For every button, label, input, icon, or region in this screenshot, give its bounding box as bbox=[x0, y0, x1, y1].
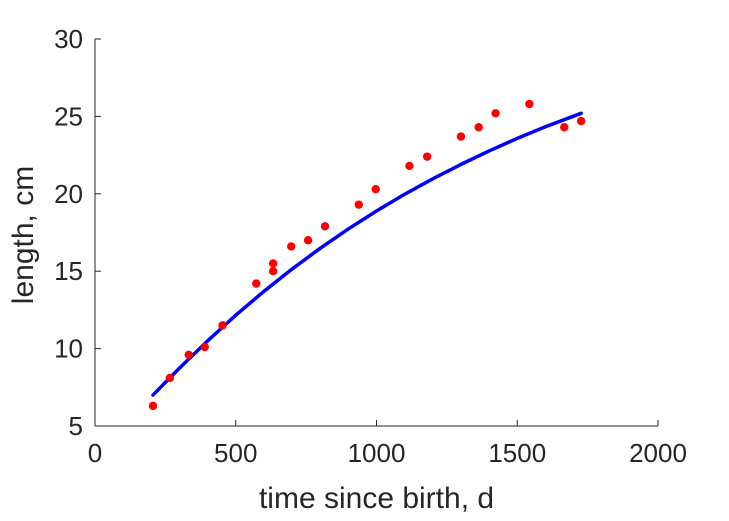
data-point bbox=[184, 350, 193, 359]
data-point bbox=[287, 242, 296, 251]
x-tick-label: 0 bbox=[88, 438, 102, 468]
y-tick-label: 30 bbox=[54, 24, 83, 54]
data-point bbox=[405, 161, 414, 171]
data-point bbox=[268, 267, 278, 276]
x-tick-label: 1500 bbox=[488, 438, 546, 468]
data-point bbox=[371, 184, 380, 194]
data-point bbox=[218, 321, 227, 330]
data-point bbox=[354, 200, 363, 209]
x-tick-label: 2000 bbox=[629, 438, 687, 468]
x-axis-label: time since birth, d bbox=[259, 482, 494, 515]
y-tick-label: 15 bbox=[54, 256, 83, 286]
series-layer bbox=[148, 99, 586, 411]
data-point bbox=[148, 401, 158, 411]
y-axis-label: length, cm bbox=[7, 166, 40, 304]
x-tick-label: 1000 bbox=[348, 438, 406, 468]
fit-line bbox=[151, 111, 583, 397]
data-point bbox=[252, 279, 261, 288]
data-point bbox=[320, 222, 330, 231]
data-point bbox=[491, 109, 500, 118]
data-point bbox=[474, 123, 483, 132]
data-point bbox=[525, 99, 534, 109]
y-tick-label: 20 bbox=[54, 179, 83, 209]
y-tick-label: 5 bbox=[69, 411, 83, 441]
x-tick-label: 500 bbox=[214, 438, 257, 468]
data-point bbox=[560, 123, 569, 132]
data-point bbox=[165, 373, 175, 383]
y-tick-label: 10 bbox=[54, 334, 83, 364]
data-point bbox=[268, 259, 278, 268]
data-point bbox=[200, 342, 209, 352]
data-point bbox=[456, 132, 466, 141]
y-tick-label: 25 bbox=[54, 101, 83, 131]
x-axis-ticks: 0 500 1000 1500 2000 bbox=[88, 420, 687, 468]
data-point bbox=[576, 116, 586, 126]
data-point bbox=[303, 236, 313, 245]
data-point bbox=[422, 152, 432, 161]
y-axis-ticks: 5 10 15 20 25 30 bbox=[54, 24, 101, 441]
